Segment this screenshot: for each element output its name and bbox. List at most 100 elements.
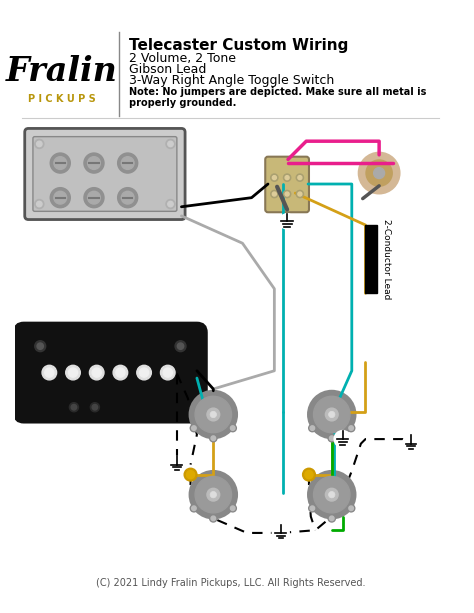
Circle shape — [366, 161, 392, 186]
FancyBboxPatch shape — [33, 137, 177, 211]
Circle shape — [35, 139, 44, 148]
Circle shape — [211, 436, 216, 441]
Circle shape — [298, 192, 302, 196]
Circle shape — [313, 476, 350, 513]
Circle shape — [50, 188, 70, 208]
Circle shape — [230, 426, 235, 430]
Circle shape — [285, 176, 289, 180]
Circle shape — [207, 408, 219, 421]
Circle shape — [184, 468, 197, 481]
Circle shape — [177, 343, 184, 349]
Circle shape — [121, 157, 134, 169]
Text: 2-Conductor Lead: 2-Conductor Lead — [382, 219, 391, 300]
Circle shape — [118, 188, 138, 208]
Circle shape — [305, 471, 313, 479]
Circle shape — [36, 141, 42, 147]
Text: Note: No jumpers are depicted. Make sure all metal is
properly grounded.: Note: No jumpers are depicted. Make sure… — [128, 86, 426, 108]
Circle shape — [36, 201, 42, 207]
Circle shape — [328, 492, 335, 498]
Circle shape — [166, 139, 175, 148]
Circle shape — [298, 176, 302, 180]
Circle shape — [54, 191, 67, 204]
Circle shape — [45, 368, 54, 377]
Circle shape — [175, 341, 186, 352]
Circle shape — [328, 411, 335, 417]
Circle shape — [118, 153, 138, 173]
Circle shape — [35, 199, 44, 208]
Circle shape — [296, 191, 303, 197]
Text: 3-Way Right Angle Toggle Switch: 3-Way Right Angle Toggle Switch — [128, 74, 334, 87]
Circle shape — [88, 157, 100, 169]
Text: 2 Volume, 2 Tone: 2 Volume, 2 Tone — [128, 52, 236, 65]
Circle shape — [349, 426, 354, 430]
Circle shape — [37, 343, 44, 349]
Circle shape — [309, 424, 316, 432]
Bar — [365, 225, 377, 294]
Circle shape — [42, 365, 56, 380]
Circle shape — [325, 489, 338, 501]
Circle shape — [191, 506, 196, 511]
Circle shape — [84, 188, 104, 208]
FancyBboxPatch shape — [15, 324, 206, 422]
Circle shape — [271, 174, 278, 181]
Circle shape — [190, 391, 237, 438]
Circle shape — [273, 525, 289, 541]
Circle shape — [230, 506, 235, 511]
Circle shape — [328, 515, 336, 522]
Circle shape — [137, 365, 151, 380]
Circle shape — [313, 396, 350, 433]
Circle shape — [308, 391, 356, 438]
Text: Telecaster Custom Wiring: Telecaster Custom Wiring — [128, 38, 348, 53]
Circle shape — [166, 199, 175, 208]
Text: (C) 2021 Lindy Fralin Pickups, LLC. All Rights Reserved.: (C) 2021 Lindy Fralin Pickups, LLC. All … — [96, 577, 365, 588]
Circle shape — [66, 365, 80, 380]
Circle shape — [283, 174, 291, 181]
Circle shape — [211, 516, 216, 520]
Circle shape — [190, 424, 198, 432]
Circle shape — [186, 471, 195, 479]
Circle shape — [168, 201, 173, 207]
Circle shape — [35, 341, 46, 352]
Circle shape — [325, 408, 338, 421]
Circle shape — [302, 468, 315, 481]
Circle shape — [271, 191, 278, 197]
Circle shape — [349, 506, 354, 511]
Circle shape — [190, 504, 198, 512]
Text: Fralin: Fralin — [6, 55, 118, 88]
Circle shape — [91, 403, 100, 412]
Circle shape — [285, 192, 289, 196]
Circle shape — [403, 435, 419, 452]
Circle shape — [190, 471, 237, 519]
Text: Gibson Lead: Gibson Lead — [128, 63, 206, 76]
Circle shape — [210, 515, 217, 522]
Circle shape — [347, 424, 355, 432]
Circle shape — [116, 368, 125, 377]
Circle shape — [347, 504, 355, 512]
Circle shape — [88, 191, 100, 204]
Circle shape — [92, 405, 98, 410]
FancyBboxPatch shape — [25, 129, 185, 219]
Circle shape — [280, 214, 294, 229]
Circle shape — [273, 176, 276, 180]
Circle shape — [273, 192, 276, 196]
Circle shape — [90, 365, 104, 380]
Circle shape — [210, 435, 217, 442]
Circle shape — [71, 405, 77, 410]
Circle shape — [121, 191, 134, 204]
Circle shape — [310, 506, 315, 511]
Circle shape — [168, 141, 173, 147]
Circle shape — [335, 431, 351, 447]
Circle shape — [169, 457, 185, 473]
Circle shape — [329, 516, 334, 520]
Circle shape — [92, 368, 101, 377]
Circle shape — [195, 476, 231, 513]
Circle shape — [309, 504, 316, 512]
Circle shape — [210, 411, 217, 417]
Circle shape — [163, 368, 173, 377]
Circle shape — [69, 403, 79, 412]
Circle shape — [54, 157, 67, 169]
Text: P I C K U P S: P I C K U P S — [28, 94, 96, 104]
Circle shape — [296, 174, 303, 181]
Circle shape — [229, 504, 237, 512]
Circle shape — [139, 368, 149, 377]
